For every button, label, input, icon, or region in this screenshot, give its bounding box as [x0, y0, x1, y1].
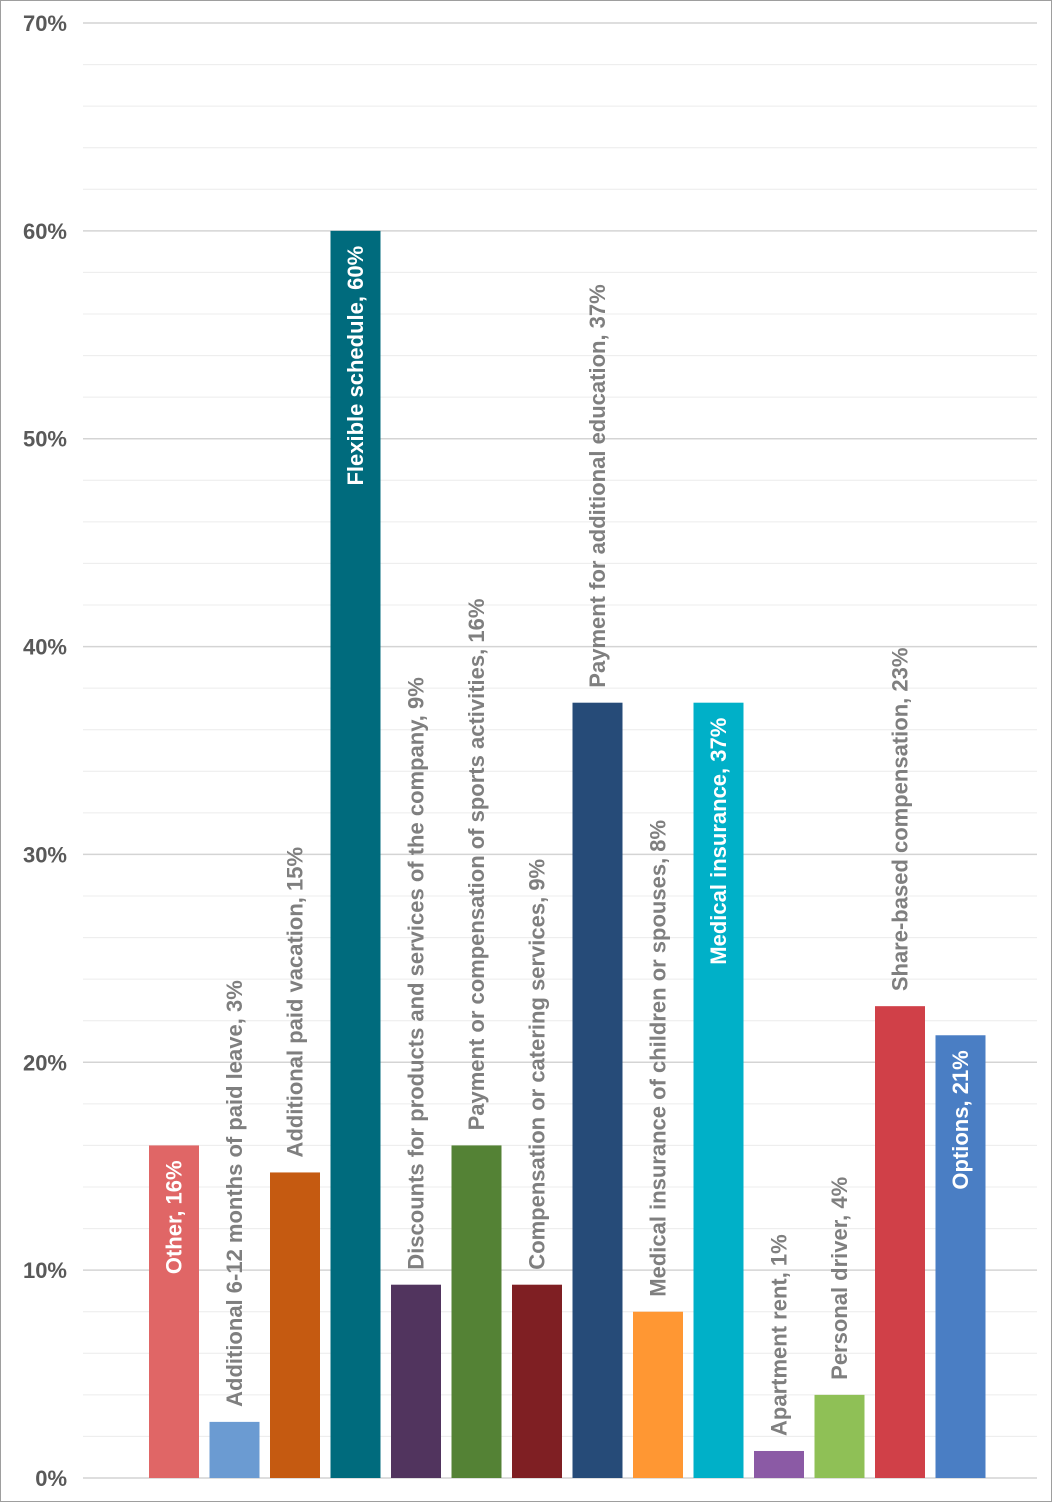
bar: [875, 1006, 925, 1478]
bar: [330, 230, 381, 1478]
bar: [633, 1311, 683, 1478]
data-label: Personal driver, 4%: [827, 1177, 852, 1380]
data-label: Compensation or catering services, 9%: [525, 859, 550, 1270]
y-axis: 0% 10% 20% 30% 40% 50% 60% 70%: [23, 11, 67, 1491]
data-label: Additional paid vacation, 15%: [283, 847, 308, 1158]
data-label: Flexible schedule, 60%: [343, 246, 368, 486]
bar: [935, 1035, 986, 1478]
bar: [572, 702, 623, 1478]
data-label: Medical insurance of children or spouses…: [646, 820, 671, 1297]
gridlines: [83, 22, 1037, 1479]
y-tick-label: 70%: [23, 11, 67, 36]
bar: [391, 1284, 441, 1478]
data-label: Other, 16%: [162, 1160, 187, 1274]
data-label: Share-based compensation, 23%: [888, 648, 913, 992]
bar: [209, 1421, 260, 1478]
bar: [693, 702, 744, 1478]
bar: [814, 1394, 865, 1478]
data-label: Payment or compensation of sports activi…: [464, 599, 489, 1131]
y-tick-label: 40%: [23, 635, 67, 660]
bars: [149, 230, 986, 1478]
data-label: Payment for additional education, 37%: [585, 284, 610, 687]
bar: [512, 1284, 562, 1478]
y-tick-label: 60%: [23, 219, 67, 244]
data-label: Apartment rent, 1%: [767, 1234, 792, 1436]
data-labels: Other, 16% Additional 6-12 months of paid…: [162, 246, 974, 1436]
y-tick-label: 30%: [23, 842, 67, 867]
bar: [270, 1172, 320, 1478]
data-label: Options, 21%: [948, 1050, 973, 1189]
data-label: Medical insurance, 37%: [706, 718, 731, 965]
y-tick-label: 10%: [23, 1258, 67, 1283]
y-tick-label: 0%: [35, 1466, 67, 1491]
bar: [754, 1450, 804, 1478]
y-tick-label: 20%: [23, 1050, 67, 1075]
bar: [451, 1145, 502, 1478]
data-label: Discounts for products and services of t…: [404, 677, 429, 1270]
bar: [149, 1145, 199, 1478]
y-tick-label: 50%: [23, 427, 67, 452]
data-label: Additional 6-12 months of paid leave, 3%: [222, 980, 247, 1407]
